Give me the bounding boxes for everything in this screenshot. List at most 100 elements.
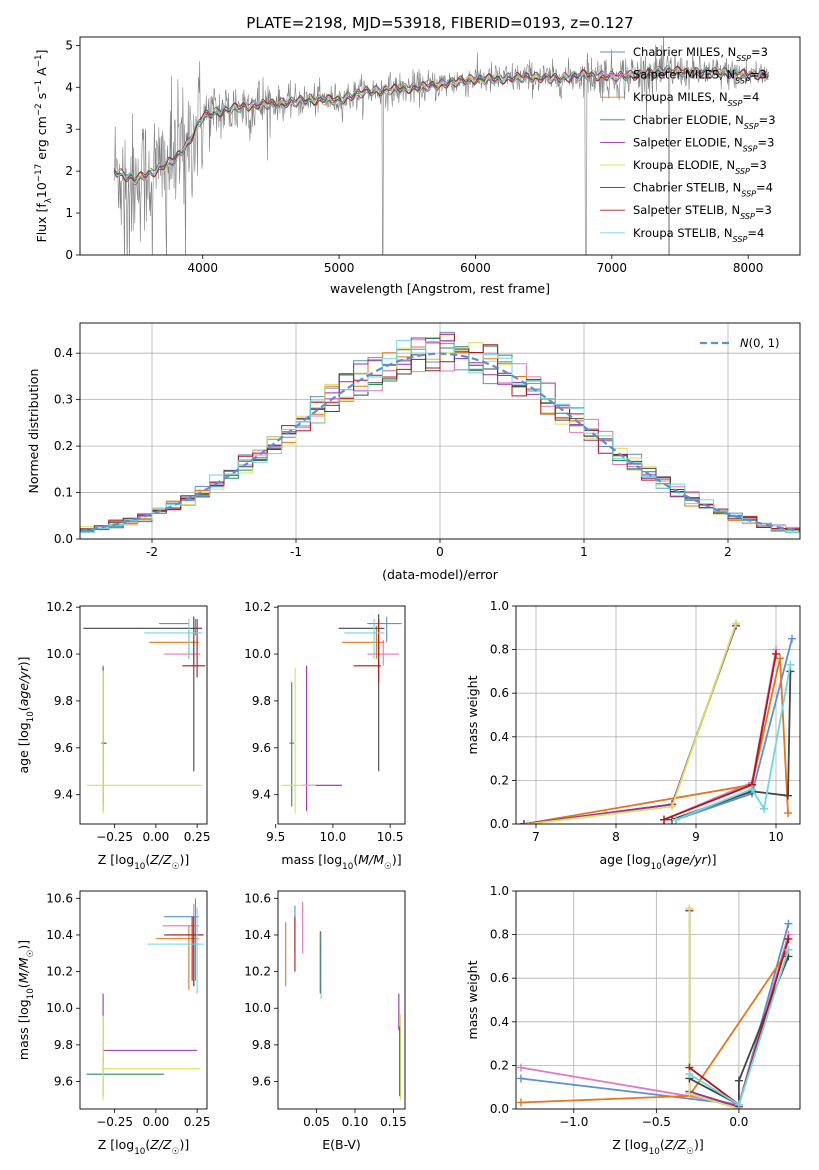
weight-marker — [784, 934, 793, 943]
x-tick-label: -1 — [290, 545, 302, 559]
label-part: SSP — [736, 54, 751, 63]
x-axis-label: (data-model)/error — [382, 567, 499, 582]
x-axis-label: age [log10(age/yr)] — [599, 852, 716, 872]
weight-series — [675, 664, 792, 821]
observed-spectrum — [113, 37, 769, 255]
weight_vs_Z-plot-area — [516, 904, 793, 1109]
model-spectrum — [113, 65, 769, 186]
label-part: Chabrier ELODIE, N — [633, 113, 744, 127]
x-tick-label: 0.15 — [380, 1115, 407, 1129]
weight_vs_age-panel: 7 8 9 10 0.0 0.2 0.4 0.6 0.8 1.0 — [490, 599, 801, 844]
y-tick-label: 0.6 — [490, 971, 509, 985]
y-tick-label: 10.2 — [46, 965, 73, 979]
legend-entry: Kroupa ELODIE, NSSP=3 — [633, 158, 767, 176]
label-part: )] — [707, 852, 717, 867]
label-part: Z/Z — [149, 852, 172, 867]
chart-title: PLATE=2198, MJD=53918, FIBERID=0193, z=0… — [246, 14, 633, 32]
y-tick-label: 0.4 — [490, 730, 509, 744]
y-tick-label: 9.8 — [252, 1038, 271, 1052]
label-part: mass [log — [281, 852, 342, 867]
label-part: =4 — [756, 181, 773, 195]
weight-series — [663, 649, 777, 821]
weight-marker — [668, 802, 676, 811]
y-tick-label: 0.2 — [490, 773, 509, 787]
y-tick-label: 0.2 — [54, 439, 73, 453]
age_vs_Z-plot-area — [83, 616, 206, 814]
y-tick-label: 9.6 — [252, 1075, 271, 1089]
x-axis-label: Z [log10(Z/Z☉)] — [98, 1137, 189, 1157]
label-part: Salpeter ELODIE, N — [633, 135, 743, 149]
weight-marker — [748, 785, 756, 794]
axes-frame — [515, 890, 801, 1110]
label-part: s — [34, 93, 49, 104]
x-tick-label: 6000 — [460, 261, 491, 275]
weight-marker — [776, 654, 784, 663]
y-tick-label: 10.4 — [46, 928, 73, 942]
weight_vs_Z-panel: −1.0 −0.5 0.0 0.0 0.2 0.4 0.6 0.8 1.0 — [490, 884, 801, 1129]
x-axis-label: mass [log10(M/M☉)] — [281, 852, 401, 872]
y-axis-label: Normed distribution — [26, 369, 41, 494]
label-part: =4 — [747, 226, 764, 240]
x-tick-label: -2 — [146, 545, 158, 559]
normal-curve — [80, 352, 800, 532]
weight-marker — [786, 660, 795, 669]
y-tick-label: 4 — [65, 80, 73, 94]
label-part: −2 — [34, 103, 44, 116]
label-part: Z/Z — [149, 1137, 172, 1152]
label-part: Salpeter MILES, N — [633, 68, 735, 82]
axes-frame — [277, 890, 406, 1110]
x-axis-label: Z [log10(Z/Z☉)] — [612, 1137, 703, 1157]
legend-entry: Kroupa STELIB, NSSP=4 — [633, 226, 764, 244]
weight-marker — [516, 1063, 525, 1072]
x-tick-label: 0 — [436, 545, 444, 559]
weight-marker — [516, 1074, 525, 1083]
y-tick-label: 0 — [65, 248, 73, 262]
x-tick-label: 0.25 — [184, 1115, 211, 1129]
axes-frame — [277, 605, 406, 825]
x-tick-label: 7000 — [597, 261, 628, 275]
label-part: −17 — [34, 164, 44, 182]
label-part: ☉ — [384, 862, 392, 872]
mass_vs_Z-panel: −0.25 0.00 0.25 9.6 9.8 10.0 10.2 10.4 10.6 — [46, 890, 211, 1129]
label-part: Chabrier STELIB, N — [633, 181, 741, 195]
label-part: Kroupa ELODIE, N — [633, 158, 735, 172]
weight-marker — [734, 1076, 743, 1085]
label-part: =3 — [751, 45, 768, 59]
label-part: λ — [44, 198, 54, 203]
y-tick-label: 9.8 — [54, 694, 73, 708]
label-part: 10 — [26, 711, 36, 722]
label-part: SSP — [735, 167, 750, 176]
y-axis-label: mass weight — [465, 675, 480, 754]
label-part: ( — [662, 852, 667, 867]
label-part: age [log — [16, 722, 31, 773]
x-tick-label: 8000 — [733, 261, 764, 275]
label-part: ( — [353, 852, 358, 867]
y-tick-label: 10.0 — [244, 1001, 271, 1015]
x-axis-label: Z [log10(Z/Z☉)] — [98, 852, 189, 872]
weight-series — [520, 934, 790, 1106]
label-part: 10 — [651, 862, 662, 872]
label-part: ( — [145, 852, 150, 867]
y-tick-label: 9.4 — [54, 788, 73, 802]
y-tick-label: 10.6 — [46, 891, 73, 905]
y-tick-label: 1 — [65, 206, 73, 220]
y-tick-label: 10.6 — [244, 891, 271, 905]
y-tick-label: 0.0 — [54, 532, 73, 546]
y-tick-label: 0.8 — [490, 643, 509, 657]
label-part: SSP — [741, 189, 756, 198]
x-tick-label: 0.0 — [729, 1115, 748, 1129]
x-tick-label: 5000 — [324, 261, 355, 275]
age_vs_mass-panel: 9.5 10.0 10.5 9.4 9.6 9.8 10.0 10.2 — [244, 600, 406, 844]
label-part: ( — [660, 1137, 665, 1152]
label-part: SSP — [744, 121, 759, 130]
legend-entry: Chabrier STELIB, NSSP=4 — [633, 181, 773, 199]
weight-marker — [685, 1089, 694, 1098]
x-tick-label: 0.25 — [184, 830, 211, 844]
x-tick-label: 2 — [724, 545, 732, 559]
y-tick-label: 10.2 — [46, 600, 73, 614]
label-part: A — [34, 67, 49, 80]
legend-entry: Kroupa MILES, NSSP=4 — [633, 90, 759, 108]
label-part: Kroupa STELIB, N — [633, 226, 733, 240]
weight-series — [688, 910, 740, 1108]
